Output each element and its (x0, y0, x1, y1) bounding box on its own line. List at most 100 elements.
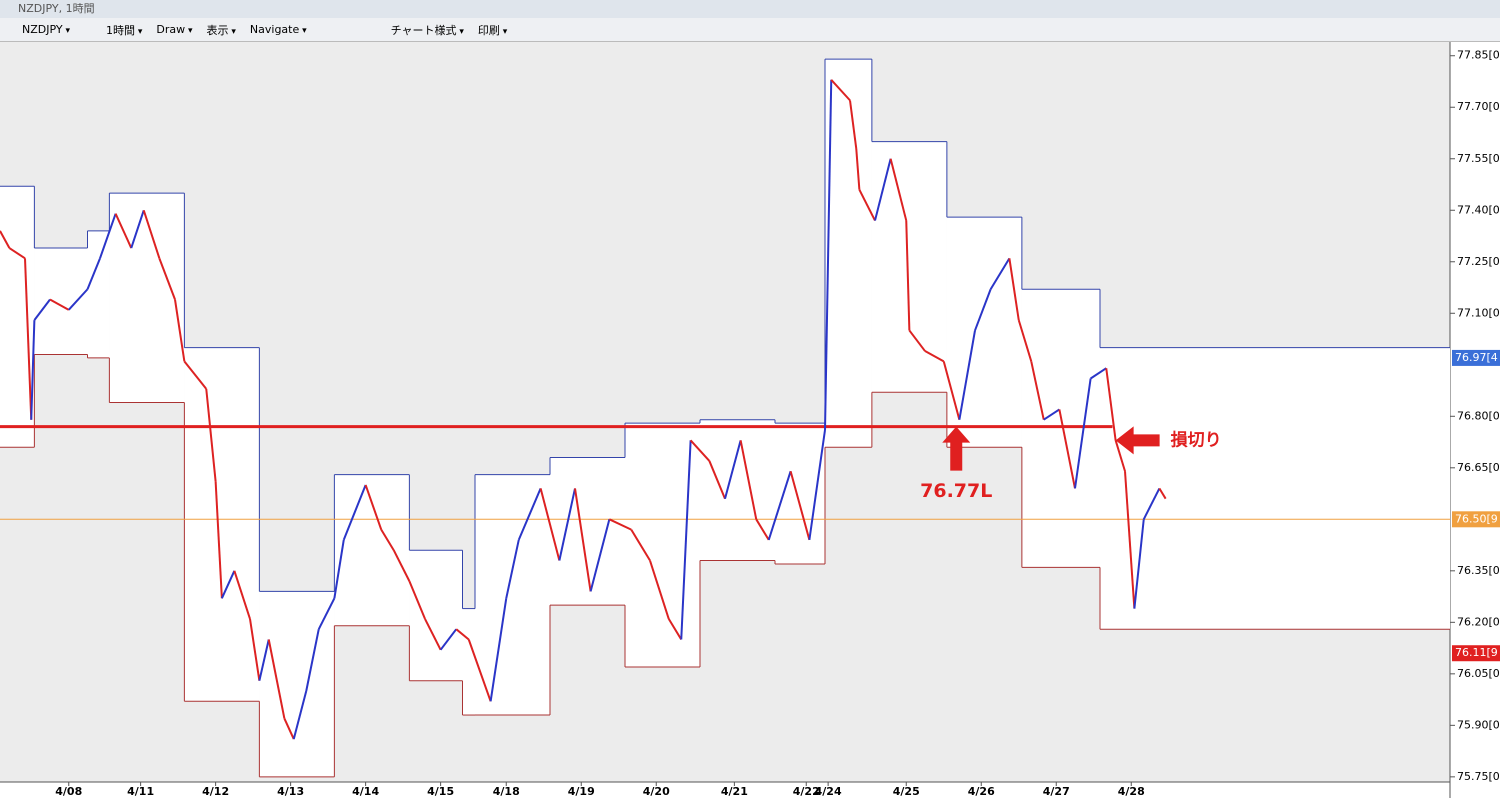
price-segment (424, 618, 442, 651)
price-segment (258, 639, 270, 681)
price-segment (505, 539, 520, 599)
price-segment (755, 518, 770, 541)
range-box (87, 230, 110, 358)
range-box (871, 141, 947, 393)
x-tick-label: 4/25 (893, 785, 920, 798)
arrow (1115, 426, 1160, 455)
toolbar: NZDJPY 1時間 Draw 表示 Navigate チャート様式 印刷 (0, 18, 1500, 42)
price-segment (30, 320, 36, 420)
price-segment (392, 549, 411, 582)
price-segment (905, 220, 911, 331)
price-segment (408, 580, 426, 620)
price-segment (205, 388, 217, 482)
price-segment (849, 100, 858, 149)
range-box (825, 59, 872, 448)
price-segment (630, 529, 651, 562)
price-segment (667, 618, 683, 641)
price-segment (539, 488, 561, 561)
price-segment (114, 213, 133, 249)
x-tick-label: 4/27 (1043, 785, 1070, 798)
y-tick-label: 77.40[0] (1457, 203, 1500, 216)
price-marker-label: 76.50[9 (1455, 512, 1498, 525)
y-tick-label: 77.70[0] (1457, 100, 1500, 113)
price-segment (874, 158, 892, 221)
range-box (462, 608, 475, 716)
chart: 77.85[0] 77.70[0] 77.55[0] 77.40[0] 77.25[0]… (0, 42, 1500, 798)
price-segment (589, 519, 611, 592)
x-tick-label: 4/24 (815, 785, 842, 798)
menu[interactable]: Navigate (250, 23, 307, 36)
y-tick-label: 77.85[0] (1457, 49, 1500, 62)
x-tick-label: 4/13 (277, 785, 304, 798)
price-segment (183, 360, 208, 390)
price-segment (808, 429, 826, 541)
arrow (942, 426, 971, 471)
x-tick-label: 4/26 (968, 785, 995, 798)
annotation: 損切り (1171, 429, 1222, 450)
range-box (475, 474, 550, 716)
price-segment (739, 440, 758, 520)
price-segment (830, 79, 851, 102)
price-segment (130, 209, 145, 249)
price-segment (989, 257, 1011, 290)
price-segment (558, 488, 576, 561)
range-box (0, 186, 35, 448)
price-segment (1043, 408, 1060, 421)
range-box (409, 550, 463, 681)
y-tick-label: 76.65[0] (1457, 461, 1500, 474)
price-segment (789, 470, 811, 541)
price-segment (214, 481, 223, 599)
range-box (34, 248, 88, 355)
price-marker-box (1452, 645, 1500, 662)
menu[interactable]: 表示 (207, 22, 236, 38)
y-tick-label: 76.20[0] (1457, 615, 1500, 628)
price-segment (249, 618, 261, 681)
price-segment (680, 440, 692, 640)
price-segment (517, 488, 542, 541)
price-segment (574, 488, 592, 592)
annotation: 76.77L (920, 480, 992, 502)
price-segment (220, 570, 236, 599)
price-segment (33, 298, 51, 321)
price-segment (305, 628, 320, 692)
window-title: NZDJPY, 1時間 (18, 2, 95, 15)
price-segment (649, 560, 670, 620)
price-segment (333, 539, 345, 599)
symbol-select[interactable]: NZDJPY (22, 23, 92, 36)
price-segment (974, 288, 992, 331)
x-tick-label: 4/12 (202, 785, 229, 798)
price-segment (158, 257, 176, 300)
timeframe-select[interactable]: 1時間 (106, 22, 142, 38)
price-segment (708, 460, 726, 500)
price-segment (855, 148, 861, 190)
price-marker-box (1452, 349, 1500, 366)
x-tick-label: 4/20 (643, 785, 670, 798)
price-segment (958, 330, 976, 420)
price-segment (24, 258, 33, 420)
y-tick-label: 75.90[0] (1457, 718, 1500, 731)
price-segment (233, 570, 251, 620)
price-segment (724, 440, 742, 499)
price-segment (908, 329, 926, 352)
x-tick-label: 4/14 (352, 785, 379, 798)
price-segment (439, 628, 458, 651)
price-segment (608, 518, 632, 531)
price-segment (68, 288, 89, 311)
y-tick-label: 77.25[0] (1457, 255, 1500, 268)
price-segment (1142, 487, 1161, 520)
menu[interactable]: チャート様式 (391, 22, 464, 38)
price-segment (942, 361, 961, 420)
range-box (946, 217, 1022, 448)
price-segment (1124, 471, 1136, 609)
price-marker-label: 76.11[9 (1455, 646, 1498, 659)
price-segment (467, 639, 492, 702)
range-box (550, 457, 625, 606)
price-segment (858, 189, 876, 222)
range-box (334, 474, 410, 626)
price-segment (1074, 378, 1092, 489)
price-segment (8, 247, 26, 260)
menu[interactable]: 印刷 (478, 22, 507, 38)
menu[interactable]: Draw (156, 23, 192, 36)
price-segment (824, 79, 833, 431)
range-box (184, 347, 260, 702)
